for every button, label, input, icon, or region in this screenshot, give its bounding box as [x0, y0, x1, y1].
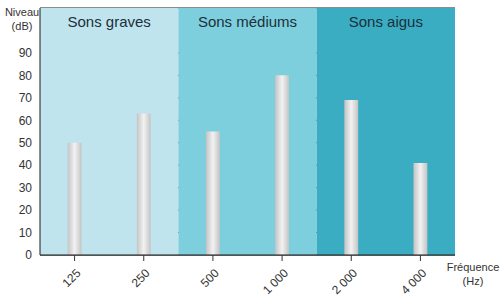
svg-text:Sons médiums: Sons médiums — [198, 13, 297, 30]
svg-text:40: 40 — [19, 158, 33, 172]
svg-text:2 000: 2 000 — [329, 266, 360, 297]
svg-text:10: 10 — [19, 226, 33, 240]
svg-text:0: 0 — [25, 248, 32, 262]
svg-text:Niveau(dB): Niveau(dB) — [8, 6, 39, 32]
svg-text:1 000: 1 000 — [260, 266, 291, 297]
svg-text:Sons graves: Sons graves — [67, 13, 150, 30]
svg-text:4 000: 4 000 — [398, 266, 429, 297]
svg-text:Fréquence(Hz): Fréquence(Hz) — [447, 261, 492, 287]
svg-text:125: 125 — [59, 266, 83, 290]
svg-text:80: 80 — [19, 69, 33, 83]
svg-text:20: 20 — [19, 203, 33, 217]
svg-text:500: 500 — [198, 266, 222, 290]
svg-text:30: 30 — [19, 181, 33, 195]
svg-text:60: 60 — [19, 114, 33, 128]
svg-text:70: 70 — [19, 91, 33, 105]
svg-text:50: 50 — [19, 136, 33, 150]
svg-text:90: 90 — [19, 46, 33, 60]
svg-text:250: 250 — [129, 266, 153, 290]
svg-text:Sons aigus: Sons aigus — [349, 13, 423, 30]
